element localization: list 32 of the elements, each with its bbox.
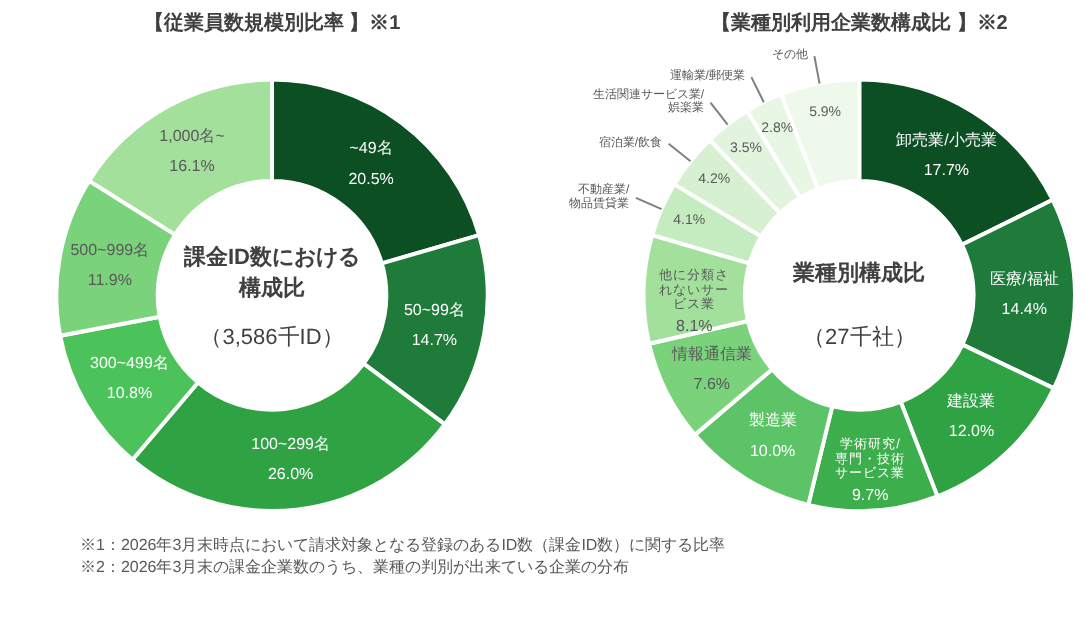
slice-label: 50~99名 [403, 300, 465, 319]
slice-label: 300~499名 [90, 354, 169, 373]
data-label: 10.0% [749, 441, 796, 460]
data-label: 12.0% [948, 422, 995, 441]
slice-label: 医療/福祉 [990, 270, 1059, 289]
slice-label: 100~299名 [251, 434, 331, 453]
data-label: 26.0% [267, 465, 314, 484]
chart-title: 【業種別利用企業数構成比 】※2 [710, 10, 1009, 35]
text: （3,586千ID） [200, 324, 344, 351]
slice-label: 製造業 [748, 411, 797, 430]
data-label: 14.7% [411, 330, 458, 349]
slice-label: 情報通信業 [669, 345, 752, 364]
data-label: 7.6% [693, 375, 731, 394]
slice-label: 建設業 [945, 392, 996, 411]
text: ※2：2026年3月末の課金企業数のうち、業種の判別が出来ている企業の分布 [80, 558, 630, 577]
data-label: 8.1% [676, 317, 713, 336]
slice-label: ~49名 [349, 139, 393, 158]
chart-title: 【従業員数規模別比率 】※1 [143, 10, 402, 35]
text: 課金ID数における構成比 [182, 244, 360, 302]
data-label: 17.7% [923, 161, 970, 180]
text: 業種別構成比 [791, 259, 926, 286]
data-label: 16.1% [169, 157, 215, 176]
data-label: 20.5% [348, 169, 394, 188]
text: （27千社） [803, 324, 916, 351]
text: ※1：2026年3月末時点において請求対象となる登録のあるID数（課金ID数）に関する比率 [80, 536, 726, 554]
slice-label: 1,000名~ [159, 127, 226, 146]
slice-label: 卸売業/小売業 [896, 131, 997, 150]
slice-label: 500~999名 [70, 240, 150, 259]
data-label: 10.8% [106, 384, 153, 403]
data-label: 9.7% [851, 486, 889, 505]
data-label: 14.4% [1001, 300, 1047, 319]
data-label: 11.9% [87, 271, 132, 290]
